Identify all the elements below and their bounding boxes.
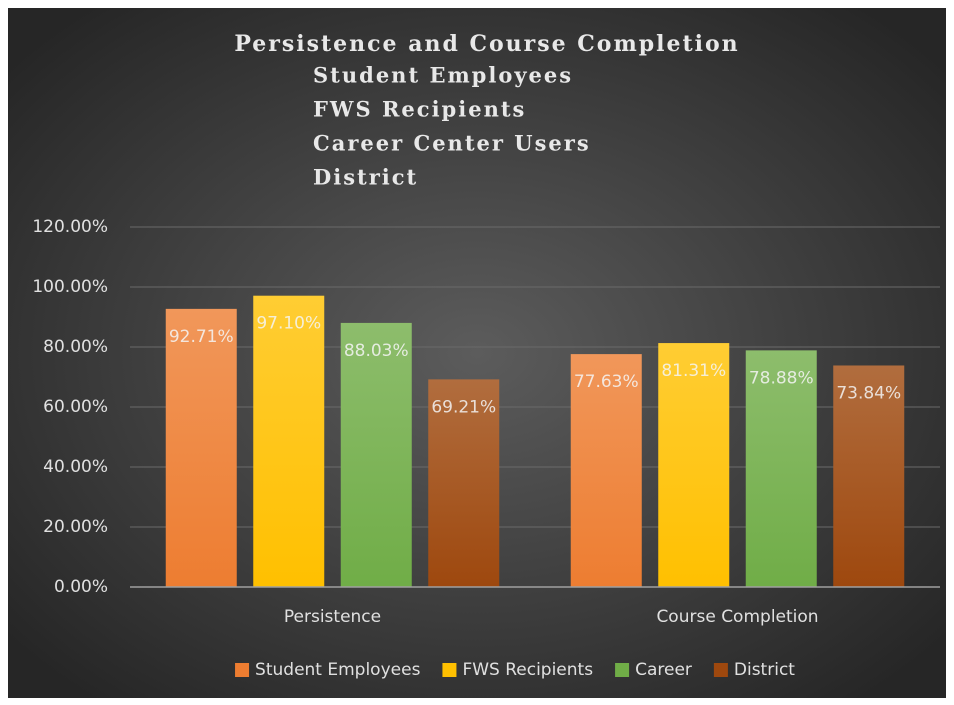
bar: [340, 322, 412, 587]
x-tick-label: Persistence: [284, 607, 381, 627]
bar: [165, 308, 237, 587]
value-label: 97.10%: [256, 314, 321, 334]
value-label: 81.31%: [661, 361, 726, 381]
chart-subtitle: FWS Recipients: [313, 97, 526, 122]
y-tick-label: 100.00%: [32, 277, 108, 297]
y-tick-label: 40.00%: [43, 457, 108, 477]
y-tick-label: 0.00%: [54, 577, 108, 597]
value-label: 78.88%: [749, 368, 814, 388]
value-label: 77.63%: [574, 372, 639, 392]
legend-swatch: [615, 663, 630, 677]
legend-label: Student Employees: [255, 660, 421, 680]
legend-label: FWS Recipients: [462, 660, 593, 680]
legend-label: Career: [635, 660, 692, 680]
bar: [253, 295, 325, 587]
chart-subtitle: Career Center Users: [313, 131, 591, 156]
bar: [658, 343, 730, 587]
bar: [570, 354, 642, 587]
legend-swatch: [713, 663, 728, 677]
legend-swatch: [442, 663, 457, 677]
legend-swatch: [235, 663, 250, 677]
y-tick-label: 60.00%: [43, 397, 108, 417]
y-tick-label: 120.00%: [32, 217, 108, 237]
legend: Student Employees FWS Recipients Career Dis…: [235, 660, 795, 680]
chart-title: Persistence and Course Completion: [234, 31, 739, 57]
bar: [428, 379, 500, 587]
legend-label: District: [734, 660, 795, 680]
x-tick-label: Course Completion: [656, 607, 818, 627]
bar: [833, 365, 905, 587]
value-label: 92.71%: [169, 327, 234, 347]
y-tick-label: 20.00%: [43, 517, 108, 537]
y-tick-label: 80.00%: [43, 337, 108, 357]
value-label: 69.21%: [431, 397, 496, 417]
chart-subtitle: District: [313, 165, 418, 190]
bar: [745, 350, 817, 587]
chart-subtitle: Student Employees: [313, 63, 573, 88]
value-label: 73.84%: [836, 383, 901, 403]
value-label: 88.03%: [344, 341, 409, 361]
